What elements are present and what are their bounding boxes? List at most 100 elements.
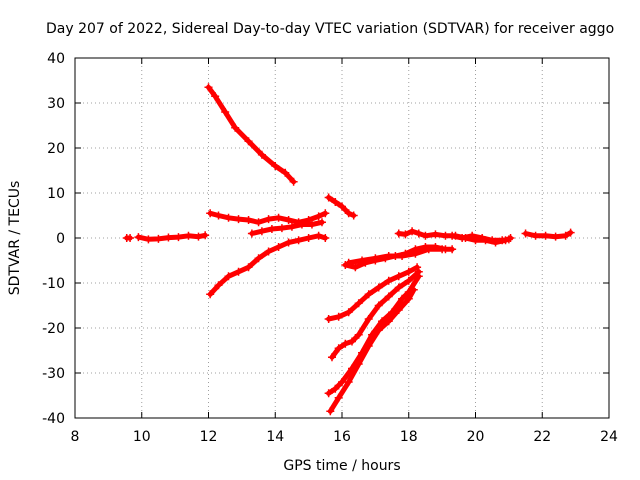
series-trace [207,233,328,297]
data-series-6 [247,218,326,238]
data-point [414,229,423,238]
data-point [126,234,135,242]
data-point [321,209,330,218]
data-point [364,315,373,323]
data-point [154,234,163,243]
data-point [394,272,403,281]
x-tick-label: 20 [467,429,485,445]
data-point [254,218,263,227]
data-point [498,236,507,245]
data-point [411,249,420,258]
y-tick-label: -40 [42,411,65,427]
y-tick-label: -10 [42,276,65,292]
data-point [314,231,323,240]
data-point [194,232,203,241]
data-point [184,231,193,240]
data-point [224,213,233,222]
data-point [398,294,407,303]
x-tick-label: 24 [600,429,618,445]
data-series-1 [122,234,135,242]
data-point [424,245,433,254]
data-point [468,231,477,240]
data-point [224,272,233,281]
x-tick-label: 8 [71,429,80,445]
data-point [344,308,353,317]
y-axis-title: SDTVAR / TECUs [7,181,23,296]
data-point [348,337,357,346]
data-point [274,243,283,251]
data-point [314,212,323,221]
data-point [504,235,513,244]
data-series-16 [521,228,575,241]
y-tick-label: 30 [47,96,65,112]
chart-title: Day 207 of 2022, Sidereal Day-to-day VTE… [46,21,614,37]
data-series-11 [327,267,423,362]
data-point [354,330,363,339]
data-point [374,301,383,310]
data-point [221,108,230,116]
data-point [284,238,293,247]
data-point [458,234,467,242]
data-point [234,267,243,276]
data-point [448,231,457,240]
data-series-15 [448,231,513,245]
x-tick-label: 10 [133,429,151,445]
series-trace [326,264,420,322]
data-point [551,232,560,241]
data-point [244,263,253,272]
data-point [374,326,383,335]
data-point [257,227,266,236]
data-point [231,123,240,132]
data-point [164,233,173,242]
data-point [257,150,266,159]
data-point [307,220,316,229]
data-point [274,213,283,222]
data-point [384,292,393,301]
data-point [267,225,276,233]
data-point [398,252,407,260]
data-point [214,281,223,290]
data-point [206,209,215,218]
data-point [371,254,380,263]
x-tick-label: 14 [266,429,284,445]
data-point [326,407,335,416]
series-trace [327,287,417,414]
data-series-8 [324,263,422,323]
data-point [478,234,487,242]
data-point [351,263,360,272]
data-point [324,193,333,202]
y-tick-label: 0 [56,231,65,247]
data-point [404,267,413,276]
data-point [321,234,330,242]
data-series-7 [324,193,358,220]
y-tick-label: 40 [47,51,65,67]
data-point [384,317,393,326]
data-point [214,211,223,220]
data-point [374,283,383,292]
data-point [334,312,343,321]
data-point [206,290,215,299]
data-point [234,215,243,224]
data-point [408,227,417,236]
y-tick-label: -20 [42,321,65,337]
data-point [364,290,373,299]
data-point [354,299,363,308]
data-point [144,235,153,244]
data-point [378,317,387,326]
data-point [401,230,410,239]
data-point [284,216,293,224]
data-point [289,177,298,186]
data-point [244,137,253,146]
data-point [384,276,393,285]
x-axis-title: GPS time / hours [283,458,400,474]
data-point [287,222,296,231]
data-point [404,294,413,303]
data-series-2 [134,231,210,244]
x-axis-ticks: 8 10 12 14 16 18 20 22 24 [71,58,618,445]
data-point [441,231,450,240]
data-point [394,283,403,292]
data-point [394,229,403,238]
data-point [384,252,393,260]
series-trace [206,84,297,185]
